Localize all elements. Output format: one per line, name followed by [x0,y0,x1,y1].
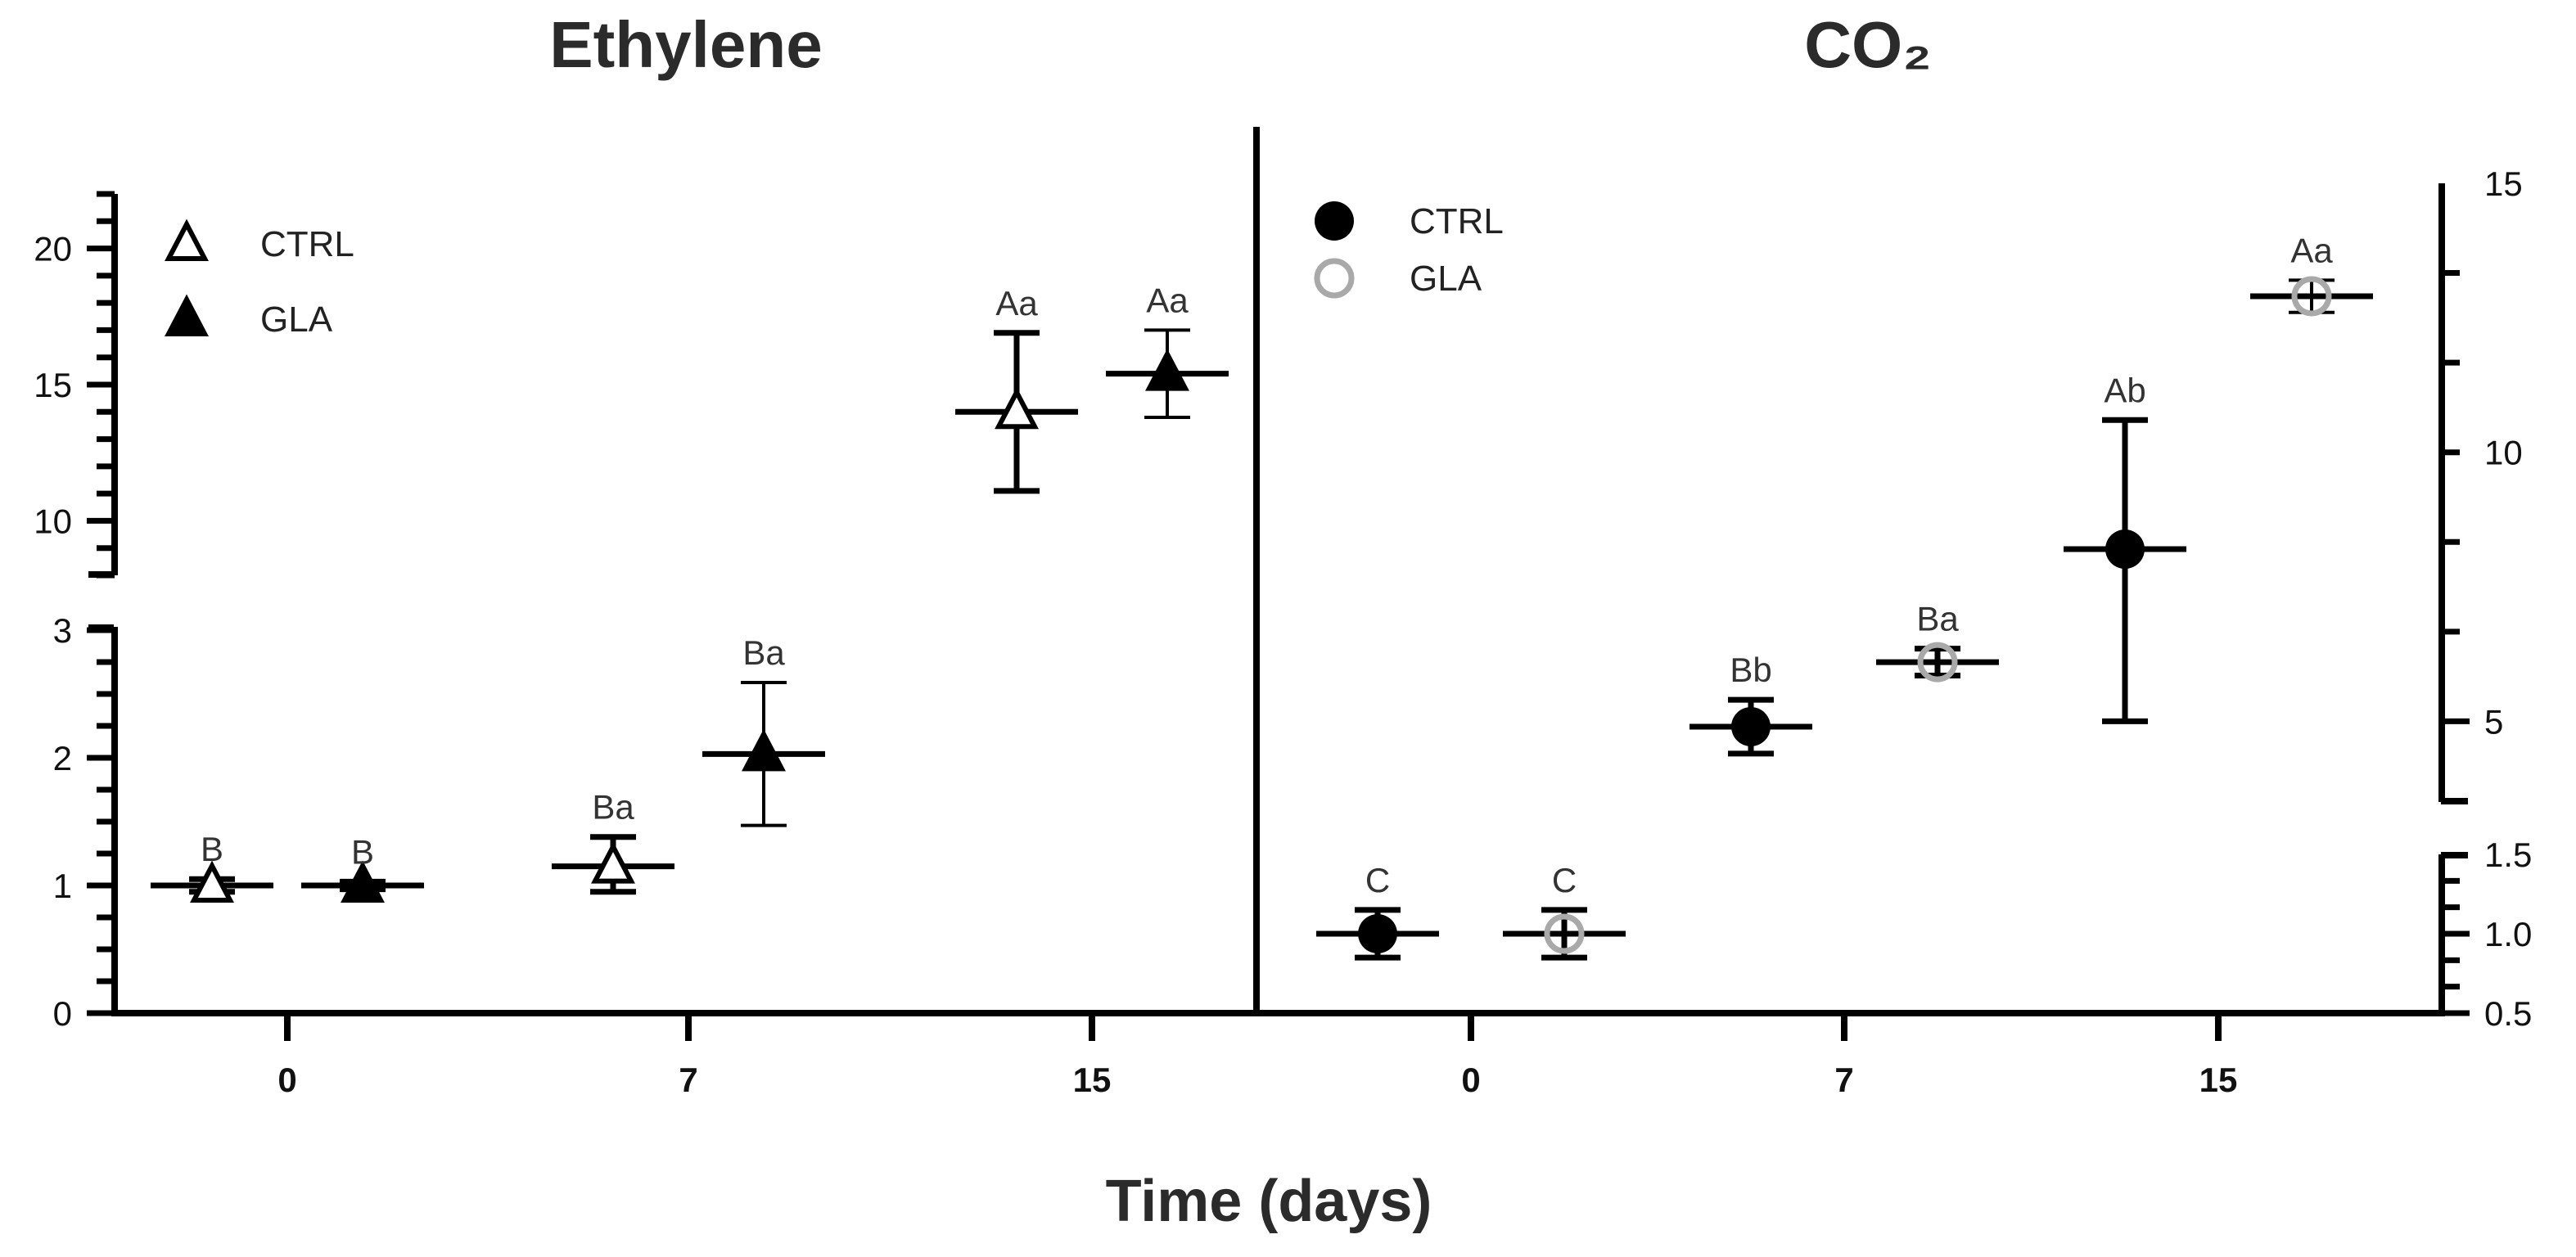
co2-title: CO₂ [1804,8,1932,81]
ethylene-legend-ctrl-label: CTRL [260,224,354,264]
co2-ctrl-day-7-point: Bb [1690,651,1812,757]
ethylene-gla-marker [742,728,786,772]
co2-x-tick-label: 0 [1461,1061,1480,1099]
co2-y-tick-label: 15 [2484,164,2523,203]
co2-ctrl-marker [1731,706,1771,746]
co2-legend-ctrl-label: CTRL [1410,201,1504,241]
co2-gla-marker [1917,642,1958,683]
co2-gla-day-0-point: C [1503,861,1626,961]
ethylene-y-tick-label: 10 [34,502,72,540]
ethylene-y-tick-label: 20 [34,230,72,268]
ethylene-y-tick-label: 3 [53,611,72,650]
ethylene-ctrl-day-15-point: Aa [955,284,1078,494]
co2-ctrl-day-15-point: Ab [2064,371,2186,724]
ethylene-y-tick-label: 1 [53,867,72,905]
co2-panel: CO₂ 0.5 1.0 1.5 5 10 15 0 7 15 C Bb Ab C Ba Aa CTRL GLA [1259,8,2532,1099]
co2-significance-label: Ba [1916,600,1959,638]
co2-gla-day-15-point: Aa [2250,231,2373,317]
ethylene-ctrl-marker [190,860,234,903]
ethylene-ctrl-day-0-point: B [151,830,273,903]
co2-significance-label: Aa [2290,231,2333,269]
ethylene-x-tick-label: 15 [1073,1061,1112,1099]
co2-gla-marker [1544,913,1585,954]
ethylene-x-tick-label: 7 [679,1061,697,1099]
co2-significance-label: Ab [2104,371,2145,409]
ethylene-panel: Ethylene 0 1 2 3 10 15 20 0 7 15 B Ba Aa B Ba Aa CTRL GLA [34,8,1265,1099]
co2-significance-label: C [1552,861,1577,899]
co2-ctrl-marker [1358,914,1397,953]
ethylene-title: Ethylene [549,8,822,81]
ethylene-x-tick-label: 0 [277,1061,296,1099]
co2-y-tick-label: 5 [2484,702,2503,741]
ethylene-y-tick-label: 15 [34,366,72,404]
ethylene-significance-label: Aa [1146,281,1189,319]
ethylene-significance-label: Aa [995,284,1038,322]
co2-y-tick-label: 0.5 [2484,994,2532,1033]
ethylene-gla-day-7-point: Ba [702,633,825,827]
co2-legend-gla-marker [1314,258,1355,299]
ethylene-gla-marker [1145,349,1189,391]
ethylene-y-tick-label: 0 [53,994,72,1033]
ethylene-significance-label: Ba [592,788,634,827]
ethylene-ctrl-day-7-point: Ba [552,788,674,895]
ethylene-gla-marker [341,860,385,903]
co2-legend-ctrl-marker [1315,201,1354,241]
co2-x-tick-label: 15 [2199,1061,2238,1099]
co2-y-tick-label: 1.5 [2484,836,2532,874]
co2-y-tick-label: 10 [2484,434,2523,472]
co2-significance-label: Bb [1730,651,1771,689]
ethylene-legend-gla-label: GLA [260,300,333,340]
co2-gla-marker [2291,276,2332,317]
ethylene-significance-label: B [201,830,223,868]
co2-ctrl-day-0-point: C [1316,861,1439,961]
co2-ctrl-marker [2105,529,2145,570]
co2-gla-day-7-point: Ba [1876,600,1999,683]
ethylene-y-tick-label: 2 [53,739,72,777]
co2-significance-label: C [1365,861,1390,899]
ethylene-significance-label: B [351,832,374,871]
ethylene-gla-day-15-point: Aa [1106,281,1229,419]
ethylene-gla-day-0-point: B [301,832,424,903]
co2-x-tick-label: 7 [1834,1061,1853,1099]
ethylene-ctrl-marker [591,841,635,884]
ethylene-significance-label: Ba [742,633,785,672]
co2-legend-gla-label: GLA [1410,259,1482,299]
ethylene-legend-ctrl-marker [165,219,209,261]
ethylene-ctrl-marker [995,386,1039,430]
ethylene-legend-gla-marker [165,294,209,336]
co2-y-tick-label: 1.0 [2484,915,2532,953]
x-axis-title: Time (days) [1106,1169,1432,1234]
